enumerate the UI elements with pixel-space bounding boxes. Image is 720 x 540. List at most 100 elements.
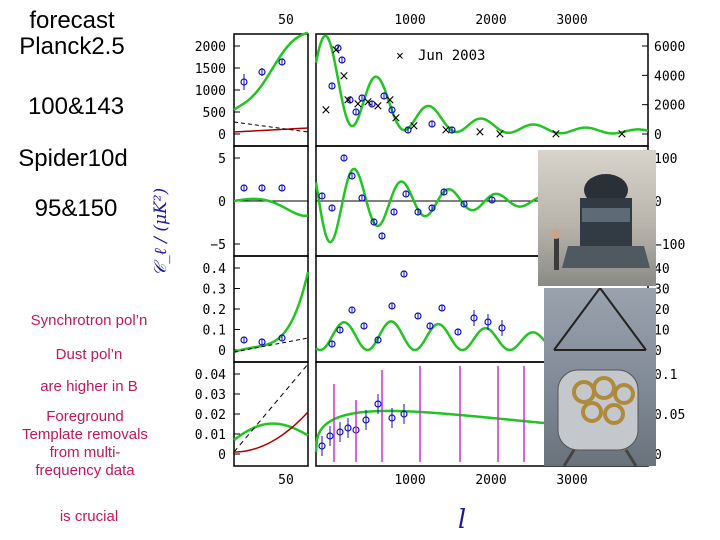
left-tick-label: 1500 — [195, 62, 226, 77]
legend-marker: × — [396, 49, 404, 64]
ee-data-point — [336, 326, 344, 334]
left-tick-label: 0.03 — [195, 388, 226, 403]
tt-june2003-point: × — [391, 111, 402, 126]
legend: × Jun 2003 — [396, 48, 485, 64]
tt-data-point — [388, 106, 396, 114]
legend-text: Jun 2003 — [418, 48, 485, 64]
te-data-point — [318, 192, 326, 200]
tt-data-point — [352, 108, 360, 116]
te-data-point — [278, 184, 286, 192]
te-data-point — [358, 194, 366, 202]
ee-data-point — [414, 312, 422, 320]
tt-foreground-low — [233, 127, 309, 133]
te-data-point — [348, 172, 356, 180]
tt-june2003-point: × — [331, 43, 342, 58]
tt-data-point — [334, 44, 342, 52]
ee-data-point — [328, 340, 336, 348]
te-data-point — [370, 218, 378, 226]
tt-data-point — [240, 78, 248, 86]
higher-label: are higher in B — [40, 378, 138, 395]
tt-data-point — [380, 92, 388, 100]
tt-june2003-point: × — [495, 127, 506, 142]
right-tick-label: 0.1 — [654, 368, 677, 383]
tt-dashed-low — [233, 121, 309, 133]
left-tick-label: 0.2 — [203, 303, 226, 318]
ee-model-low — [233, 271, 310, 354]
bb-data-point — [318, 442, 326, 450]
tt-june2003-point: × — [441, 123, 452, 138]
y-axis-label: 𝒞_ℓ / (μK²) — [151, 188, 171, 276]
left-tick-label: 5 — [218, 152, 226, 167]
te-data-point — [460, 200, 468, 208]
ee-data-point — [278, 334, 286, 342]
left-tick-label: 0.3 — [203, 283, 226, 298]
te-data-point — [428, 204, 436, 212]
te-data-point — [328, 204, 336, 212]
tt-june2003-point: × — [551, 127, 562, 142]
ee-data-point — [438, 304, 446, 312]
freq1-label: 100&143 — [27, 93, 125, 120]
left-tick-label: 0.01 — [195, 428, 226, 443]
right-tick-label: 10 — [654, 324, 670, 339]
bb-data-point — [336, 428, 344, 436]
bb-data-point — [388, 414, 396, 422]
right-tick-label: 0 — [654, 344, 662, 359]
tt-model-low — [233, 31, 309, 111]
tt-june2003-point: × — [321, 103, 332, 118]
right-tick-label: 0 — [654, 195, 662, 210]
ee-data-point — [348, 306, 356, 314]
right-tick-label: 30 — [654, 283, 670, 298]
freq2-label: 95&150 — [34, 195, 118, 222]
left-tick-label: 0 — [218, 448, 226, 463]
bb-data-point — [344, 424, 352, 432]
x-tick-bottom: 1000 — [394, 473, 425, 488]
tt-june2003-point: × — [385, 93, 396, 108]
x-tick-bottom: 50 — [278, 473, 294, 488]
bb-data-point — [326, 432, 334, 440]
x-tick-top: 50 — [278, 13, 294, 28]
te-data-point — [402, 190, 410, 198]
right-tick-label: 0 — [654, 448, 662, 463]
left-tick-label: 0 — [218, 128, 226, 143]
te-data-point — [340, 154, 348, 162]
tt-data-point — [328, 82, 336, 90]
te-data-point — [258, 184, 266, 192]
x-tick-top: 3000 — [556, 13, 587, 28]
left-tick-label: 1000 — [195, 84, 226, 99]
tt-june2003-point: × — [409, 119, 420, 134]
spider-photo — [544, 288, 656, 466]
right-tick-label: 100 — [654, 152, 677, 167]
x-tick-bottom: 3000 — [556, 473, 587, 488]
ee-data-point — [374, 336, 382, 344]
ee-data-point — [484, 318, 492, 326]
ee-data-point — [454, 328, 462, 336]
bb-data-point — [400, 410, 408, 418]
tt-data-point — [404, 126, 412, 134]
right-tick-label: 0.05 — [654, 408, 685, 423]
te-data-point — [240, 184, 248, 192]
sync-label: Synchrotron pol’n — [30, 312, 148, 329]
te-model-low — [233, 197, 309, 218]
left-tick-label: 500 — [203, 106, 226, 121]
tt-data-point — [258, 68, 266, 76]
tt-june2003-point: × — [353, 97, 364, 112]
right-tick-label: 0 — [654, 128, 662, 143]
tt-data-point — [448, 126, 456, 134]
bb-model-low — [233, 422, 309, 441]
te-data-point — [378, 232, 386, 240]
right-tick-label: 6000 — [654, 40, 685, 55]
x-tick-top: 1000 — [394, 13, 425, 28]
spider-label: Spider10d — [18, 145, 128, 172]
tt-data-point — [368, 100, 376, 108]
forecast-label: forecast — [29, 7, 115, 34]
tt-data-point — [278, 58, 286, 66]
te-data-point — [390, 208, 398, 216]
ee-data-point — [388, 302, 396, 310]
left-tick-label: 0.4 — [203, 262, 227, 277]
bb-data-point — [362, 416, 370, 424]
tt-june2003-point: × — [339, 69, 350, 84]
right-tick-label: 20 — [654, 303, 670, 318]
left-tick-label: 2000 — [195, 40, 226, 55]
tt-june2003-point: × — [363, 95, 374, 110]
left-tick-label: 0 — [218, 344, 226, 359]
